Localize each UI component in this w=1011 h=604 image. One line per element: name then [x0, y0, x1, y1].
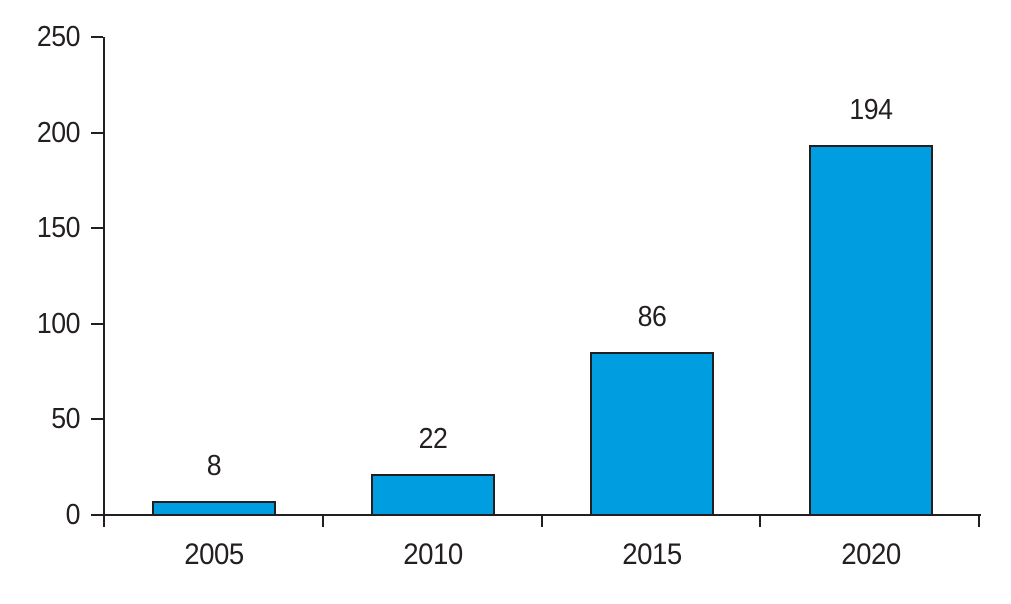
y-tick-label: 200 — [36, 116, 81, 149]
bar — [371, 474, 496, 516]
y-tick — [91, 514, 103, 516]
y-tick — [91, 227, 103, 230]
y-tick-label: 100 — [36, 307, 81, 340]
y-tick-label: 0 — [65, 499, 81, 531]
y-tick — [91, 36, 103, 38]
bar — [589, 352, 714, 516]
y-tick-label: 250 — [36, 21, 81, 53]
x-category-label: 2015 — [622, 538, 682, 571]
x-tick — [540, 515, 543, 527]
x-category-label: 2010 — [403, 538, 463, 571]
x-axis-line — [91, 514, 981, 516]
bar — [808, 145, 933, 516]
bar-value-label: 86 — [637, 301, 667, 333]
x-tick — [759, 515, 762, 527]
bar-value-label: 22 — [418, 423, 448, 455]
y-tick — [91, 418, 103, 421]
y-axis-line — [103, 37, 105, 527]
y-tick-label: 150 — [36, 212, 81, 245]
x-tick — [321, 515, 324, 527]
y-tick-label: 50 — [51, 403, 80, 436]
x-category-label: 2020 — [840, 538, 901, 571]
y-tick — [91, 131, 103, 134]
bar — [152, 501, 277, 516]
bar-value-label: 194 — [849, 94, 893, 126]
y-tick — [91, 322, 103, 325]
x-tick — [978, 515, 980, 527]
x-category-label: 2005 — [184, 538, 245, 571]
bar-value-label: 8 — [207, 450, 222, 482]
